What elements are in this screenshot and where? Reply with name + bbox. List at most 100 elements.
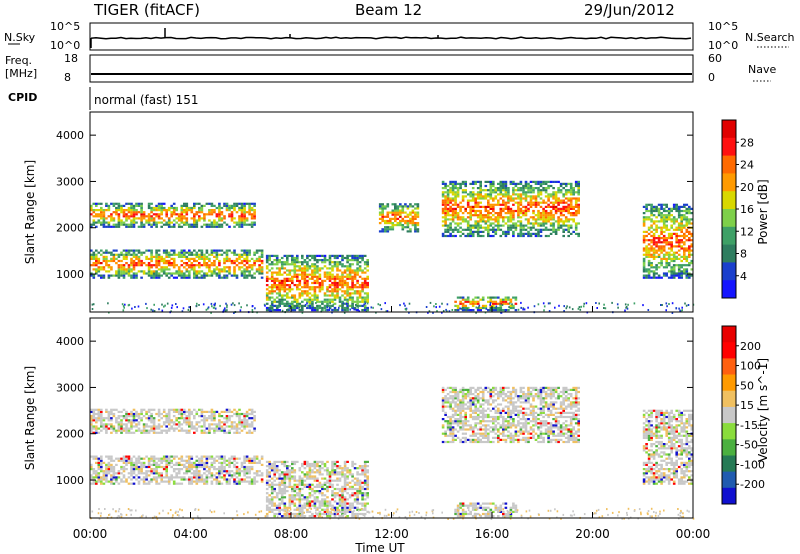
velocity-echo-cell xyxy=(183,459,186,462)
power-echo-cell xyxy=(95,268,98,271)
power-echo-cell xyxy=(90,255,93,258)
power-echo-cell xyxy=(499,209,503,213)
velocity-echo-cell xyxy=(155,476,158,479)
velocity-echo-cell xyxy=(125,417,128,420)
velocity-echo-cell xyxy=(97,410,101,413)
power-echo-cell xyxy=(579,308,582,311)
power-echo-cell xyxy=(333,309,337,312)
velocity-echo-cell xyxy=(273,475,276,478)
power-echo-cell xyxy=(326,288,329,291)
power-echo-cell xyxy=(306,298,309,301)
power-colorbar-swatch xyxy=(722,191,736,210)
power-echo-cell xyxy=(527,220,530,223)
power-echo-cell xyxy=(585,302,588,305)
power-echo-cell xyxy=(537,193,540,196)
power-echo-cell xyxy=(403,302,405,305)
power-echo-cell xyxy=(564,224,568,227)
power-echo-cell xyxy=(471,300,475,303)
power-echo-cell xyxy=(567,209,570,213)
velocity-echo-cell xyxy=(147,419,151,422)
velocity-echo-cell xyxy=(193,461,196,464)
power-echo-cell xyxy=(534,218,538,221)
power-echo-cell xyxy=(205,257,209,260)
power-echo-cell xyxy=(150,272,153,275)
power-echo-cell xyxy=(527,187,530,190)
power-echo-cell xyxy=(461,182,465,185)
power-echo-cell xyxy=(218,264,221,267)
velocity-echo-cell xyxy=(92,478,96,481)
velocity-echo-cell xyxy=(145,482,148,485)
power-echo-cell xyxy=(130,276,133,279)
power-echo-cell xyxy=(298,296,302,299)
power-echo-cell xyxy=(351,292,354,295)
velocity-echo-cell xyxy=(102,417,106,420)
power-echo-cell xyxy=(650,276,653,279)
power-echo-cell xyxy=(283,298,287,301)
velocity-echo-cell xyxy=(132,419,136,422)
power-echo-cell xyxy=(132,221,136,224)
power-echo-cell xyxy=(338,277,342,280)
velocity-echo-cell xyxy=(273,471,276,474)
power-echo-cell xyxy=(349,308,351,311)
power-echo-cell xyxy=(278,298,281,301)
velocity-echo-cell xyxy=(117,457,121,460)
velocity-echo-cell xyxy=(278,508,281,511)
velocity-echo-cell xyxy=(253,480,256,483)
power-echo-cell xyxy=(544,201,548,204)
power-echo-cell xyxy=(655,216,658,219)
power-echo-cell xyxy=(375,311,377,314)
power-echo-cell xyxy=(461,191,465,194)
power-echo-cell xyxy=(492,189,495,192)
power-echo-cell xyxy=(95,204,98,207)
power-echo-cell xyxy=(662,207,666,210)
power-echo-cell xyxy=(660,203,663,206)
velocity-echo-cell xyxy=(132,461,136,464)
power-echo-cell xyxy=(270,310,273,313)
power-echo-cell xyxy=(642,270,646,273)
power-echo-cell xyxy=(569,207,573,210)
power-echo-cell xyxy=(306,269,309,272)
power-echo-cell xyxy=(469,309,472,312)
power-echo-cell xyxy=(670,245,673,248)
power-echo-cell xyxy=(652,241,656,244)
velocity-echo-cell xyxy=(127,421,131,424)
power-echo-cell xyxy=(569,212,573,215)
power-echo-cell xyxy=(180,221,184,224)
power-echo-cell xyxy=(361,269,364,272)
velocity-echo-cell xyxy=(208,472,211,475)
power-echo-cell xyxy=(250,206,254,210)
power-echo-cell xyxy=(549,232,553,235)
power-echo-cell xyxy=(358,261,362,264)
power-echo-cell xyxy=(366,277,369,280)
velocity-echo-cell xyxy=(258,474,261,477)
velocity-echo-cell xyxy=(250,425,254,428)
power-echo-cell xyxy=(183,204,186,207)
power-echo-cell xyxy=(655,264,658,267)
power-echo-cell xyxy=(650,226,653,229)
power-echo-cell xyxy=(110,215,113,218)
velocity-echo-cell xyxy=(120,410,123,413)
power-echo-cell xyxy=(504,191,508,194)
power-echo-cell xyxy=(358,265,362,268)
power-echo-cell xyxy=(358,290,362,293)
velocity-echo-cell xyxy=(117,470,121,473)
power-echo-cell xyxy=(280,300,284,303)
power-echo-cell xyxy=(544,195,548,198)
velocity-echo-cell xyxy=(243,417,246,420)
power-echo-cell xyxy=(378,217,382,220)
velocity-echo-cell xyxy=(233,431,236,434)
power-echo-cell xyxy=(283,261,287,264)
power-echo-cell xyxy=(690,268,694,271)
power-echo-cell xyxy=(524,207,528,210)
power-echo-cell xyxy=(318,254,322,257)
power-echo-cell xyxy=(517,216,520,219)
power-echo-cell xyxy=(260,270,264,273)
power-echo-cell xyxy=(459,302,462,305)
power-echo-cell xyxy=(270,279,274,282)
power-echo-cell xyxy=(348,259,352,262)
power-echo-cell xyxy=(210,213,214,216)
power-echo-cell xyxy=(112,257,116,260)
power-echo-cell xyxy=(454,201,457,204)
power-echo-cell xyxy=(140,213,143,216)
